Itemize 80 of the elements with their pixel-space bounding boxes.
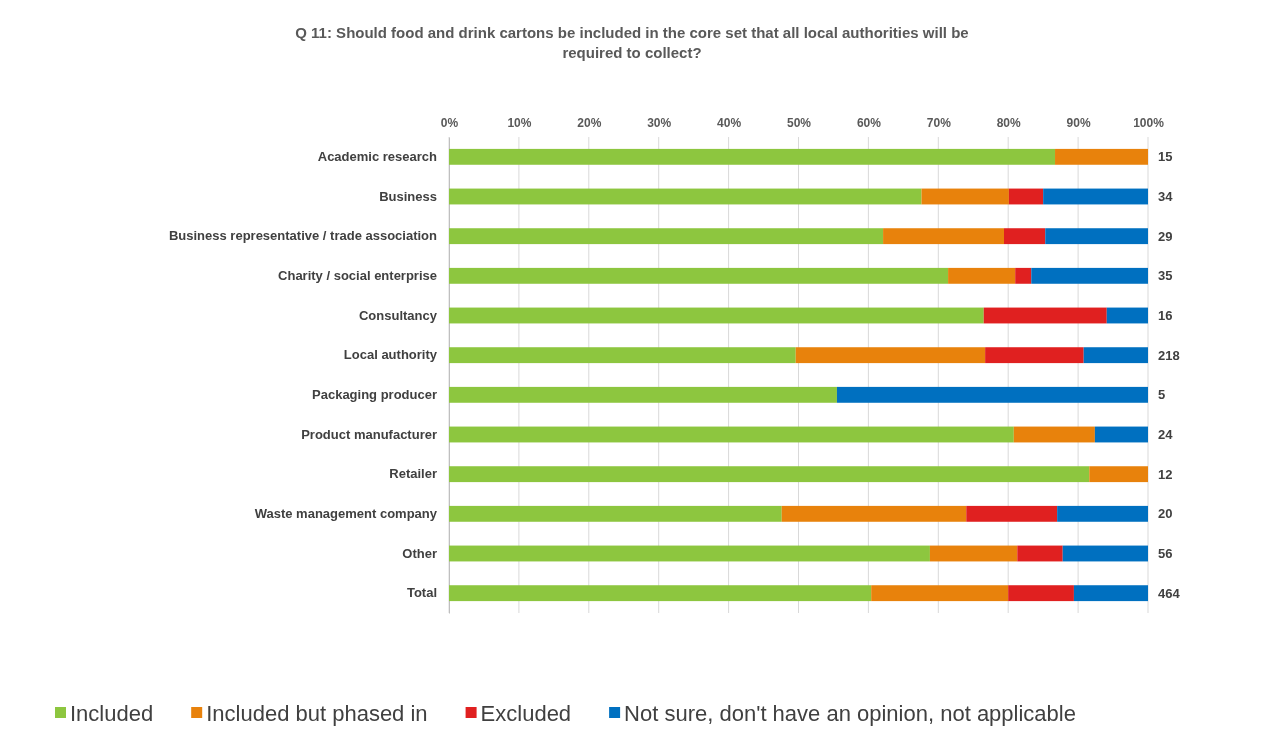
x-tick-label: 100% xyxy=(1133,116,1165,130)
text: 20 xyxy=(1158,506,1173,522)
x-tick-label: 20% xyxy=(577,116,602,130)
bar xyxy=(1004,228,1046,245)
y-tick-label: Local authority xyxy=(343,347,438,363)
y-tick-label: Consultancy xyxy=(358,307,438,323)
bar xyxy=(883,228,1005,245)
chart-title: Q 11: Should food and drink cartons be included in the core set that all local authorities will be required to collect? xyxy=(295,24,969,61)
bar xyxy=(921,188,1009,205)
bar xyxy=(1045,228,1148,245)
bar xyxy=(1008,188,1044,205)
bar xyxy=(1055,148,1148,165)
text: 56 xyxy=(1158,546,1173,562)
bar xyxy=(1017,545,1063,562)
bar xyxy=(1073,585,1148,602)
legend-label: Excluded xyxy=(480,700,572,726)
text: 34 xyxy=(1158,189,1174,205)
x-tick-label: 40% xyxy=(717,116,742,130)
y-tick-label: Packaging producer xyxy=(312,386,437,402)
bar xyxy=(1083,347,1148,364)
bar xyxy=(1106,307,1148,324)
bar xyxy=(871,585,1009,602)
bar xyxy=(985,347,1084,364)
bar xyxy=(983,307,1107,324)
bar xyxy=(449,505,782,522)
text: 15 xyxy=(1158,149,1173,165)
y-tick-label: Academic research xyxy=(317,148,438,164)
x-tick-label: 80% xyxy=(996,116,1022,130)
text: 24 xyxy=(1158,427,1174,443)
y-tick-label: Charity / social enterprise xyxy=(278,267,437,283)
bar xyxy=(1008,585,1074,602)
bar xyxy=(449,386,837,403)
x-tick-label: 30% xyxy=(647,116,672,130)
bar xyxy=(449,585,872,602)
y-tick-label: Product manufacturer xyxy=(301,426,437,442)
bar xyxy=(449,426,1014,443)
bar xyxy=(449,228,884,245)
y-tick-label: Waste management company xyxy=(254,505,438,521)
text: 218 xyxy=(1158,347,1180,363)
x-tick-label: 0% xyxy=(440,116,459,130)
bar xyxy=(1094,426,1148,443)
bar xyxy=(929,545,1018,562)
text: 29 xyxy=(1158,228,1173,244)
text: 5 xyxy=(1158,387,1166,403)
text: 464 xyxy=(1158,585,1181,601)
legend-label: Included xyxy=(70,700,154,726)
bar xyxy=(1013,426,1095,443)
text: 16 xyxy=(1158,308,1173,324)
bar xyxy=(836,386,1148,403)
bar xyxy=(449,267,949,284)
bar xyxy=(449,347,796,364)
bar xyxy=(1043,188,1148,205)
legend-label: Not sure, don't have an opinion, not applicable xyxy=(624,700,1076,726)
bar xyxy=(1031,267,1148,284)
y-tick-label: Business representative / trade association xyxy=(168,228,438,244)
bar xyxy=(795,347,986,364)
x-tick-label: 10% xyxy=(507,116,532,130)
bar xyxy=(1015,267,1032,284)
bar xyxy=(948,267,1016,284)
text: 35 xyxy=(1158,268,1173,284)
bar xyxy=(781,505,967,522)
bar xyxy=(1057,505,1148,522)
x-tick-label: 50% xyxy=(786,116,812,130)
bar xyxy=(966,505,1058,522)
bar xyxy=(449,148,1056,165)
bar xyxy=(449,188,922,205)
bar xyxy=(1089,466,1148,483)
y-tick-label: Total xyxy=(406,585,437,601)
x-tick-label: 90% xyxy=(1066,116,1091,130)
text: 12 xyxy=(1158,466,1173,482)
legend-label: Included but phased in xyxy=(206,700,428,726)
x-tick-label: 60% xyxy=(856,116,882,130)
bar xyxy=(449,545,930,562)
y-tick-label: Retailer xyxy=(389,466,437,482)
bar xyxy=(449,307,984,324)
y-tick-label: Business xyxy=(379,188,437,204)
bar xyxy=(449,466,1090,483)
bar xyxy=(1062,545,1148,562)
x-tick-label: 70% xyxy=(926,116,952,130)
y-tick-label: Other xyxy=(402,545,437,561)
